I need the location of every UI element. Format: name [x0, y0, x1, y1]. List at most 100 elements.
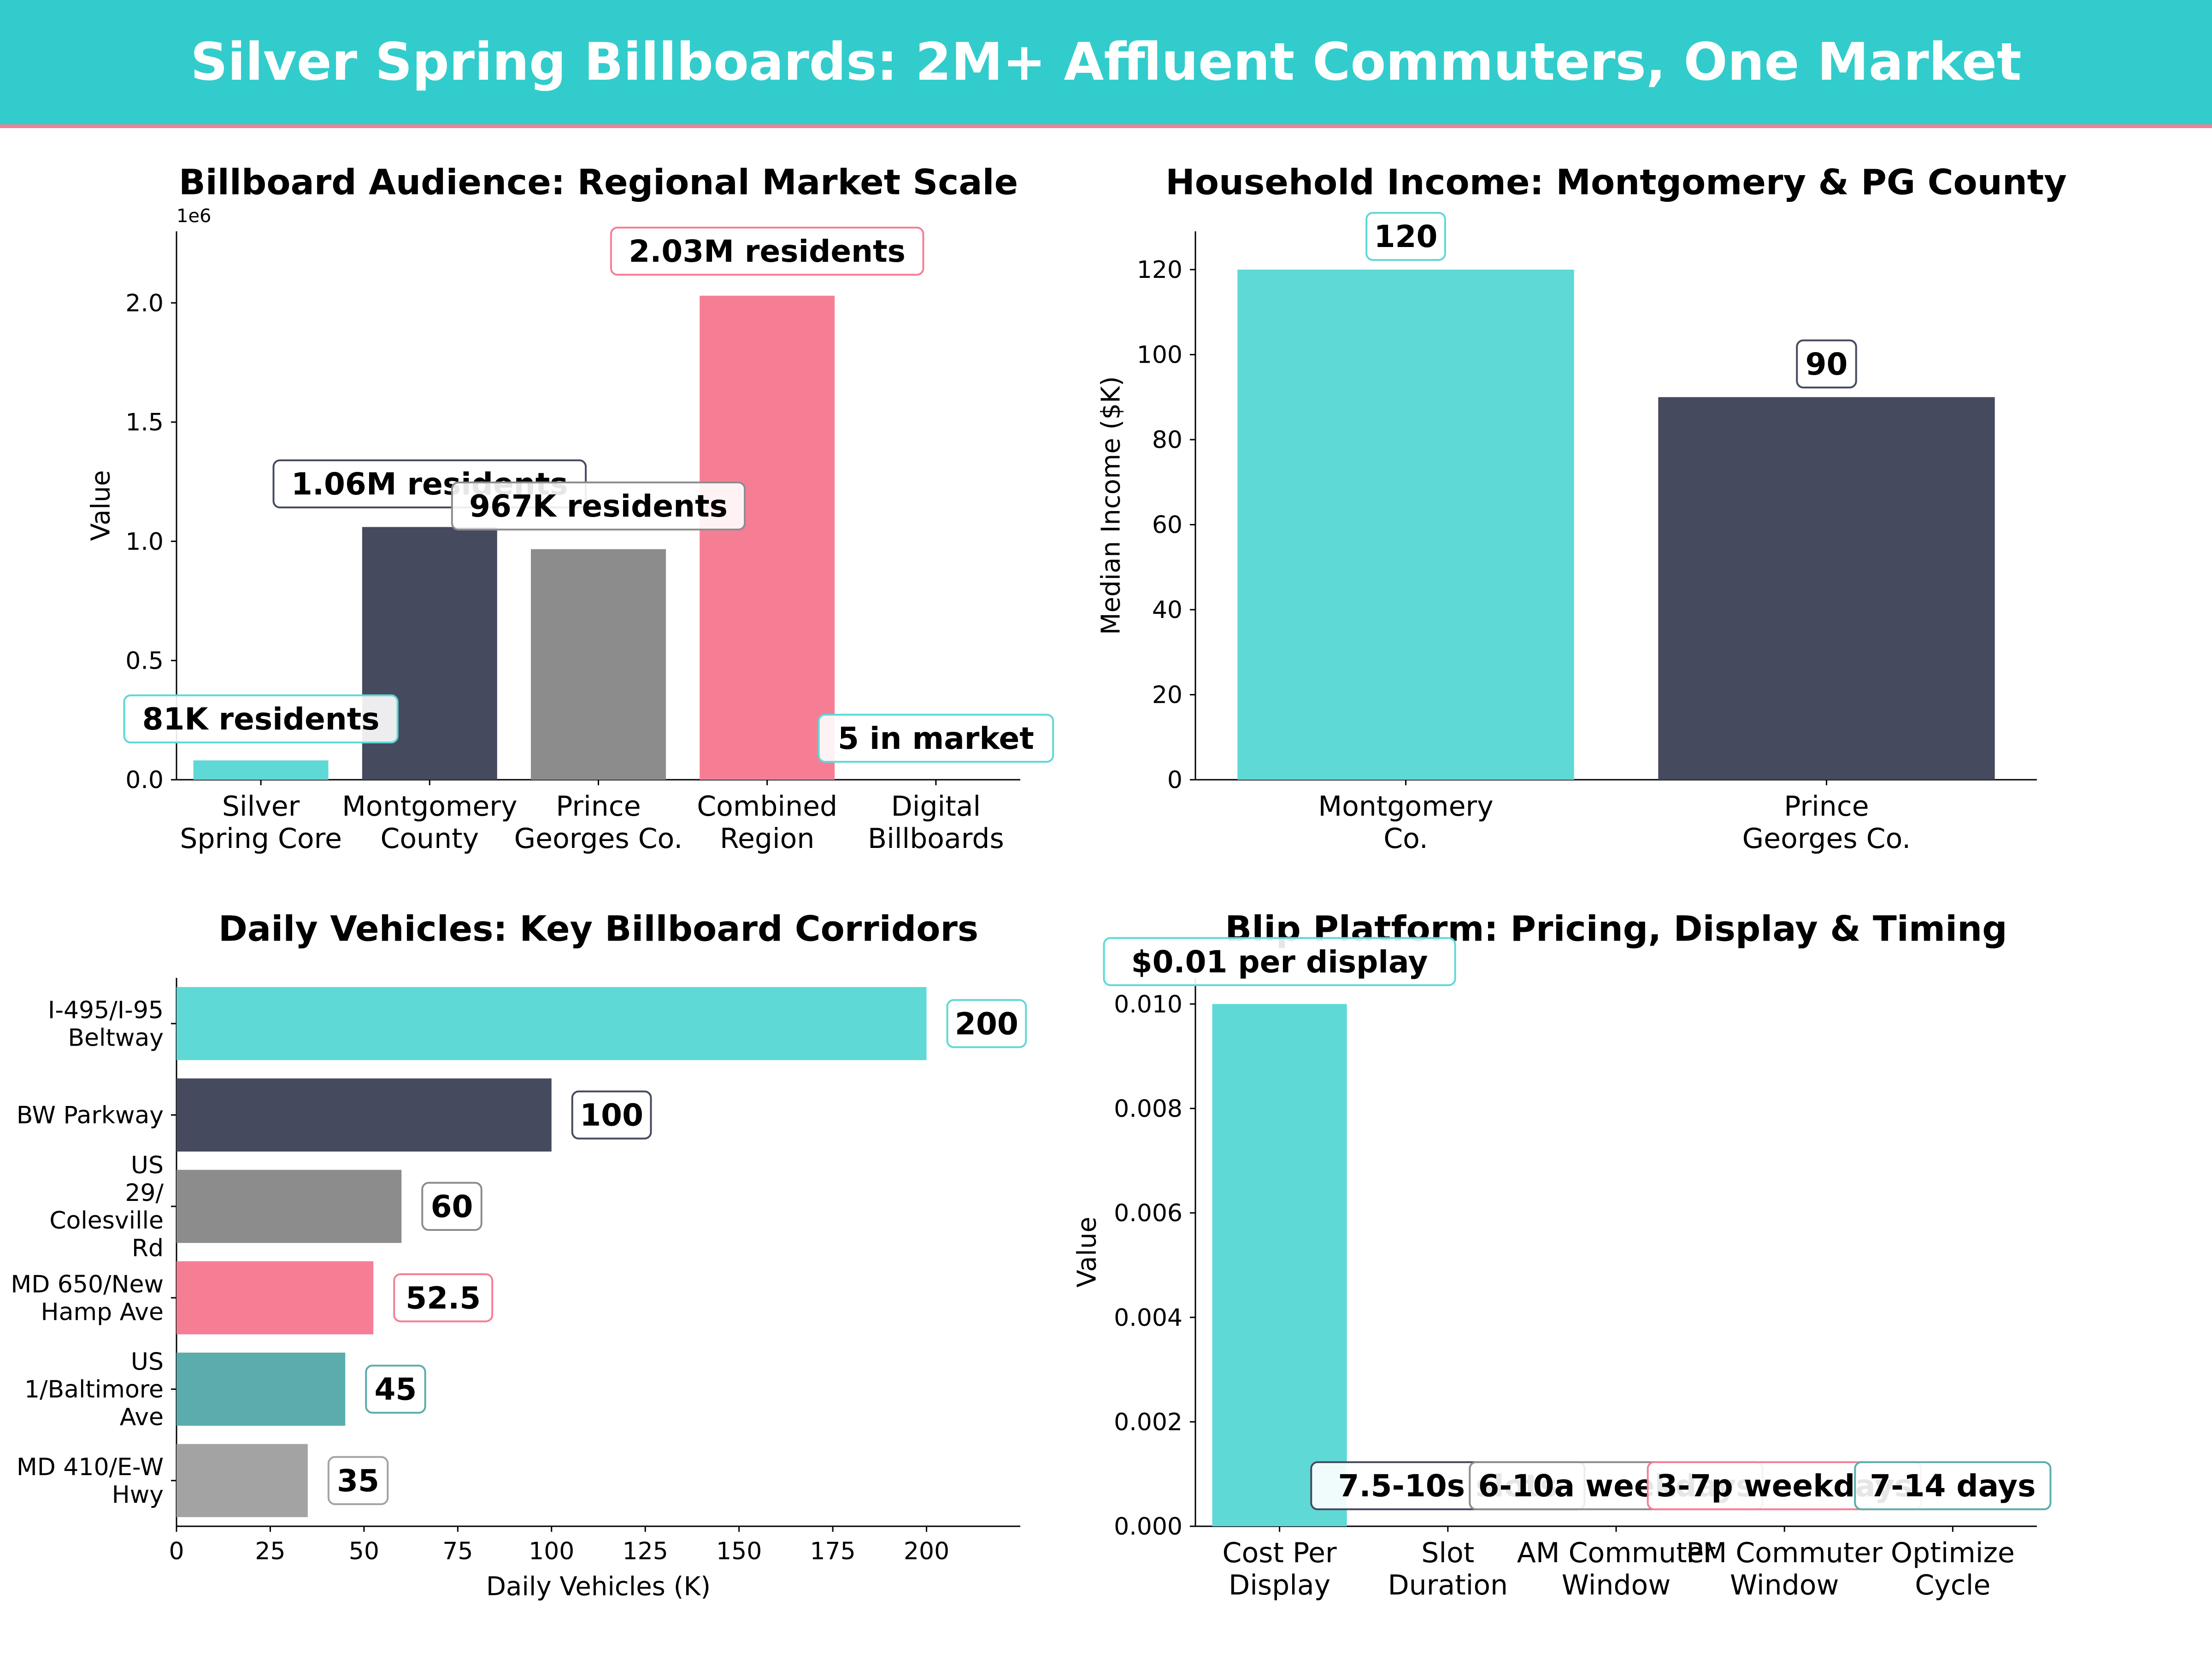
data-label-box: 90 [1796, 339, 1857, 388]
bar [176, 1261, 374, 1335]
bar [176, 1078, 552, 1152]
x-tick-label: Prince Georges Co. [514, 790, 683, 855]
y-tick-label: 0.000 [1114, 1513, 1182, 1541]
data-label-box: 5 in market [818, 713, 1054, 763]
data-label-frame [365, 1365, 426, 1414]
x-tick-label: 150 [716, 1538, 762, 1565]
x-tick-label: Cost Per Display [1223, 1537, 1337, 1601]
axis-offset-label: 1e6 [176, 206, 212, 227]
data-label: 52.5 [406, 1280, 481, 1316]
data-label-frame [1365, 212, 1446, 261]
x-tick-label: Prince Georges Co. [1742, 790, 1911, 855]
bar [1212, 1004, 1347, 1526]
data-label-box: 81K residents [123, 694, 399, 744]
data-label: 45 [375, 1372, 417, 1407]
data-label: 60 [431, 1189, 473, 1224]
data-label-frame [421, 1182, 482, 1231]
x-tick-label: Montgomery County [342, 790, 517, 855]
data-label-frame [393, 1273, 494, 1323]
data-label: $0.01 per display [1131, 944, 1428, 980]
bar [176, 1444, 308, 1518]
y-tick-label: 0.5 [125, 647, 164, 675]
data-label-frame [610, 226, 924, 276]
y-tick-label: MD 650/New Hamp Ave [11, 1271, 164, 1326]
x-tick-label: Montgomery Co. [1318, 790, 1493, 855]
y-tick-label: 0.002 [1114, 1409, 1182, 1436]
data-label-frame [818, 713, 1054, 763]
bar [176, 987, 927, 1060]
data-label-box: 45 [365, 1365, 426, 1414]
title-banner: Silver Spring Billboards: 2M+ Affluent C… [0, 0, 2212, 128]
bar [176, 1170, 402, 1243]
y-tick-label: 120 [1137, 256, 1182, 284]
x-tick-label: 175 [810, 1538, 855, 1565]
x-tick-label: 50 [349, 1538, 379, 1565]
y-tick-label: 0.004 [1114, 1304, 1182, 1332]
data-label-box: 35 [327, 1456, 389, 1505]
y-tick-label: 0 [1167, 766, 1182, 794]
chart-title: Billboard Audience: Regional Market Scal… [179, 162, 1018, 203]
data-label-box: 2.03M residents [610, 226, 924, 276]
y-tick-label: 0.010 [1114, 991, 1182, 1018]
chart-vehicles: Daily Vehicles: Key Billboard Corridors M… [11, 908, 1027, 1602]
bar [700, 295, 835, 780]
y-axis-label: Median Income ($K) [1096, 376, 1126, 635]
y-tick-label: 0.008 [1114, 1095, 1182, 1123]
bar [531, 549, 666, 780]
y-tick-label: 1.0 [125, 528, 164, 556]
data-label-box: 120 [1365, 212, 1446, 261]
chart-title: Household Income: Montgomery & PG County [1165, 162, 2067, 203]
data-label: 967K residents [469, 488, 728, 524]
y-axis-label: Value [86, 470, 116, 541]
data-label-frame [123, 694, 399, 744]
data-label: 5 in market [838, 721, 1034, 756]
data-label: 81K residents [142, 701, 380, 737]
y-tick-label: BW Parkway [17, 1102, 164, 1130]
y-tick-label: 40 [1152, 596, 1182, 624]
x-tick-label: Digital Billboards [868, 790, 1004, 855]
x-tick-label: Optimize Cycle [1891, 1537, 2015, 1601]
chart-blip: Blip Platform: Pricing, Display & Timing… [1072, 908, 2052, 1601]
data-label-box: 60 [421, 1182, 482, 1231]
x-tick-label: PM Commuter Window [1686, 1537, 1883, 1601]
y-tick-label: 80 [1152, 426, 1182, 454]
y-tick-label: 1.5 [125, 409, 164, 436]
data-label-frame [1854, 1461, 2052, 1511]
data-label-frame [946, 999, 1027, 1048]
data-label: 100 [580, 1098, 643, 1133]
page-title: Silver Spring Billboards: 2M+ Affluent C… [190, 32, 2022, 92]
data-label-box: 7-14 days [1854, 1461, 2052, 1511]
chart-audience: Billboard Audience: Regional Market Scal… [86, 162, 1054, 855]
data-label-frame [1103, 937, 1456, 986]
data-label-box: 52.5 [393, 1273, 494, 1323]
data-label-box: 967K residents [451, 481, 746, 531]
y-tick-label: 20 [1152, 682, 1182, 709]
data-label-box: 100 [571, 1090, 652, 1140]
x-tick-label: 125 [623, 1538, 668, 1565]
y-tick-label: I-495/I-95 Beltway [48, 996, 164, 1052]
data-label-box: $0.01 per display [1103, 937, 1456, 986]
x-tick-label: 0 [169, 1538, 184, 1565]
x-axis-label: Daily Vehicles (K) [486, 1572, 711, 1602]
x-tick-label: Silver Spring Core [180, 790, 342, 855]
y-tick-label: MD 410/E-W Hwy [17, 1453, 164, 1509]
data-label: 7-14 days [1870, 1468, 2036, 1504]
x-tick-label: 25 [255, 1538, 285, 1565]
data-label-frame [1796, 339, 1857, 388]
y-axis-label: Value [1072, 1217, 1102, 1288]
bar [1237, 270, 1574, 780]
x-tick-label: AM Commuter Window [1517, 1537, 1716, 1601]
chart-income: Household Income: Montgomery & PG County… [1096, 162, 2067, 855]
data-label-frame [451, 481, 746, 531]
x-tick-label: 75 [442, 1538, 473, 1565]
data-label-frame [571, 1090, 652, 1140]
data-label-box: 200 [946, 999, 1027, 1048]
data-label: 2.03M residents [629, 234, 906, 269]
x-tick-label: 100 [529, 1538, 574, 1565]
x-tick-label: 200 [904, 1538, 949, 1565]
bar [1658, 397, 1995, 780]
data-label: 200 [955, 1006, 1018, 1041]
data-label: 120 [1374, 219, 1438, 254]
y-tick-label: 0.006 [1114, 1200, 1182, 1227]
